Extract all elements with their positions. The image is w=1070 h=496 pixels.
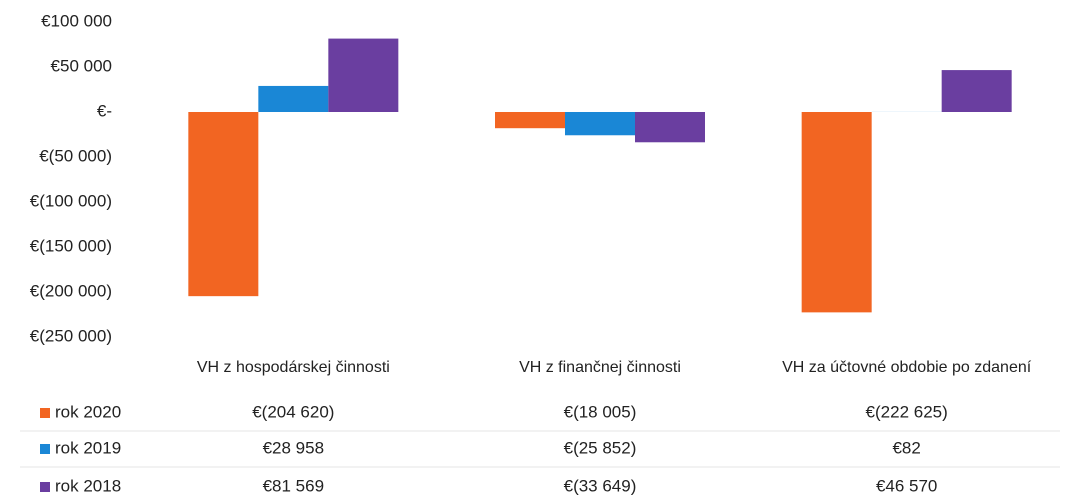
table-value: €(33 649): [564, 476, 637, 495]
table-value: €(18 005): [564, 402, 637, 421]
table-value: €28 958: [263, 438, 324, 457]
y-tick-label: €(200 000): [30, 281, 112, 300]
bar: [258, 85, 329, 112]
bar: [801, 112, 872, 313]
y-tick-label: €100 000: [41, 11, 112, 30]
bar: [495, 112, 565, 129]
table-value: €82: [892, 438, 920, 457]
legend-label: rok 2018: [55, 476, 121, 495]
y-tick-label: €(50 000): [39, 146, 112, 165]
bar: [635, 112, 705, 143]
y-tick-label: €(250 000): [30, 326, 112, 345]
y-tick-label: €(150 000): [30, 236, 112, 255]
legend-label: rok 2019: [55, 438, 121, 457]
table-value: €46 570: [876, 476, 937, 495]
table-value: €(25 852): [564, 438, 637, 457]
legend-swatch: [40, 482, 50, 492]
table-value: €81 569: [263, 476, 324, 495]
legend-swatch: [40, 408, 50, 418]
y-tick-label: €50 000: [51, 56, 112, 75]
x-tick-label: VH za účtovné obdobie po zdanení: [782, 359, 1032, 376]
bar: [328, 38, 399, 112]
bar: [941, 70, 1012, 112]
table-value: €(222 625): [866, 402, 948, 421]
x-tick-label: VH z hospodárskej činnosti: [196, 359, 390, 376]
table-value: €(204 620): [252, 402, 334, 421]
y-tick-label: €(100 000): [30, 191, 112, 210]
y-tick-label: €-: [97, 101, 112, 120]
bar: [188, 112, 259, 297]
legend-label: rok 2020: [55, 402, 121, 421]
bar: [565, 112, 635, 136]
x-tick-label: VH z finančnej činnosti: [519, 359, 681, 376]
legend-swatch: [40, 444, 50, 454]
